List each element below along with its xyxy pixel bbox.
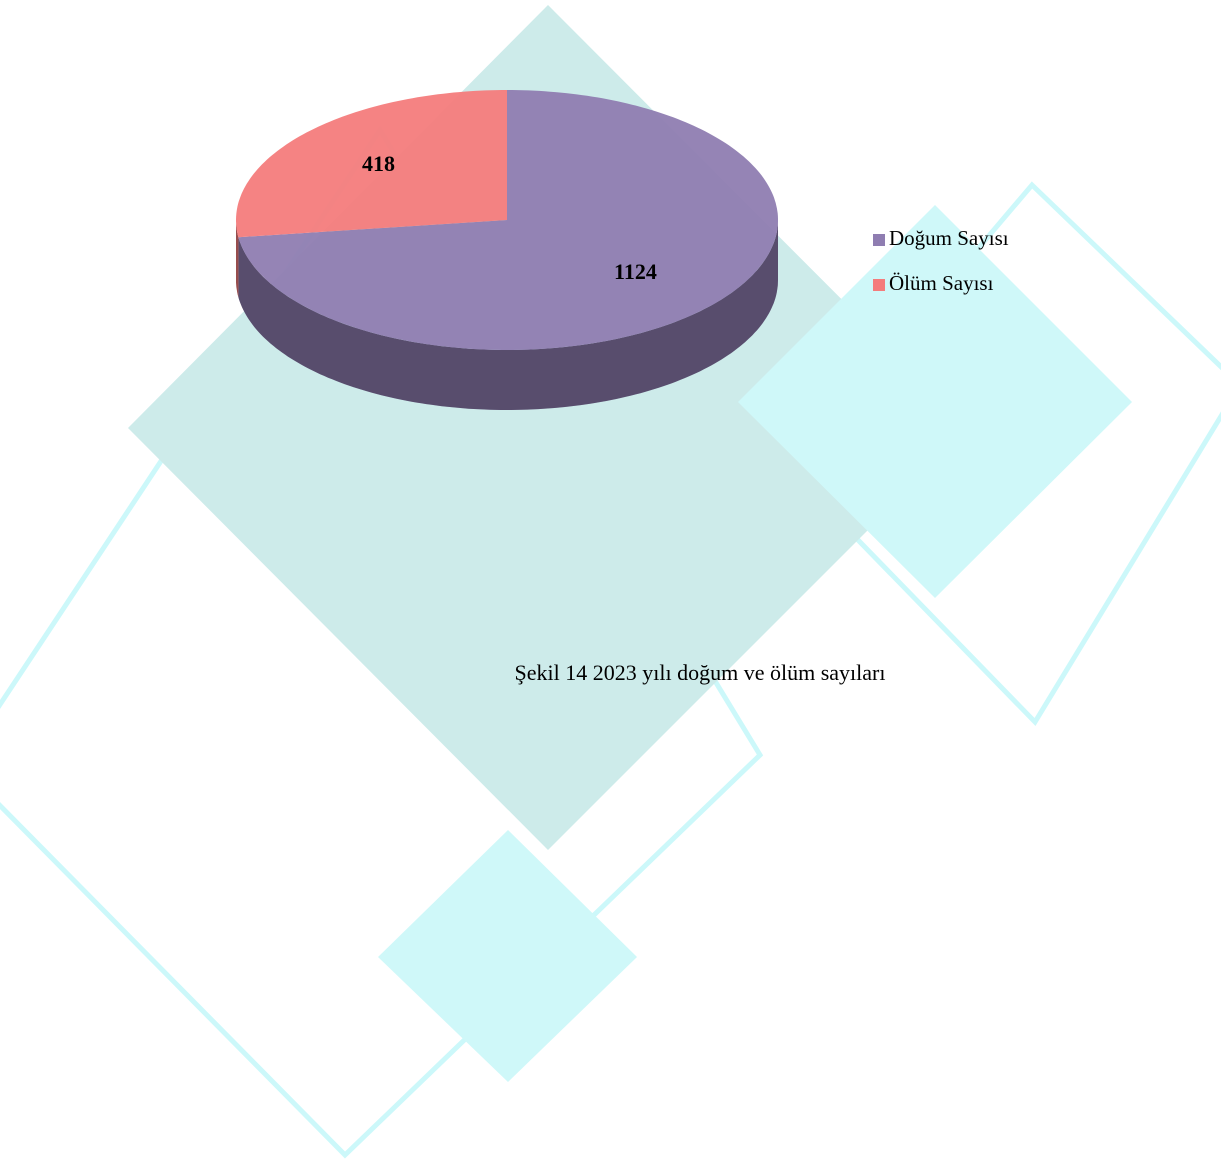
legend: Doğum Sayısı Ölüm Sayısı (873, 226, 1009, 295)
pie: 1124 418 (236, 90, 778, 410)
pie-side-shade (238, 220, 778, 410)
data-label: 1124 (614, 259, 657, 284)
pie-side (238, 220, 778, 410)
decor-diamond (738, 205, 1132, 598)
caption: Şekil 14 2023 yılı doğum ve ölüm sayılar… (515, 660, 886, 685)
pie-slice (236, 90, 507, 238)
data-label: 418 (362, 151, 395, 176)
decor-diamond (378, 830, 637, 1082)
legend-label: Doğum Sayısı (889, 226, 1009, 250)
pie-side (236, 220, 239, 298)
legend-swatch (873, 234, 885, 246)
pie-slice (238, 90, 778, 350)
legend-label: Ölüm Sayısı (889, 271, 994, 295)
pie-side-shade (236, 220, 239, 298)
legend-swatch (873, 279, 885, 291)
